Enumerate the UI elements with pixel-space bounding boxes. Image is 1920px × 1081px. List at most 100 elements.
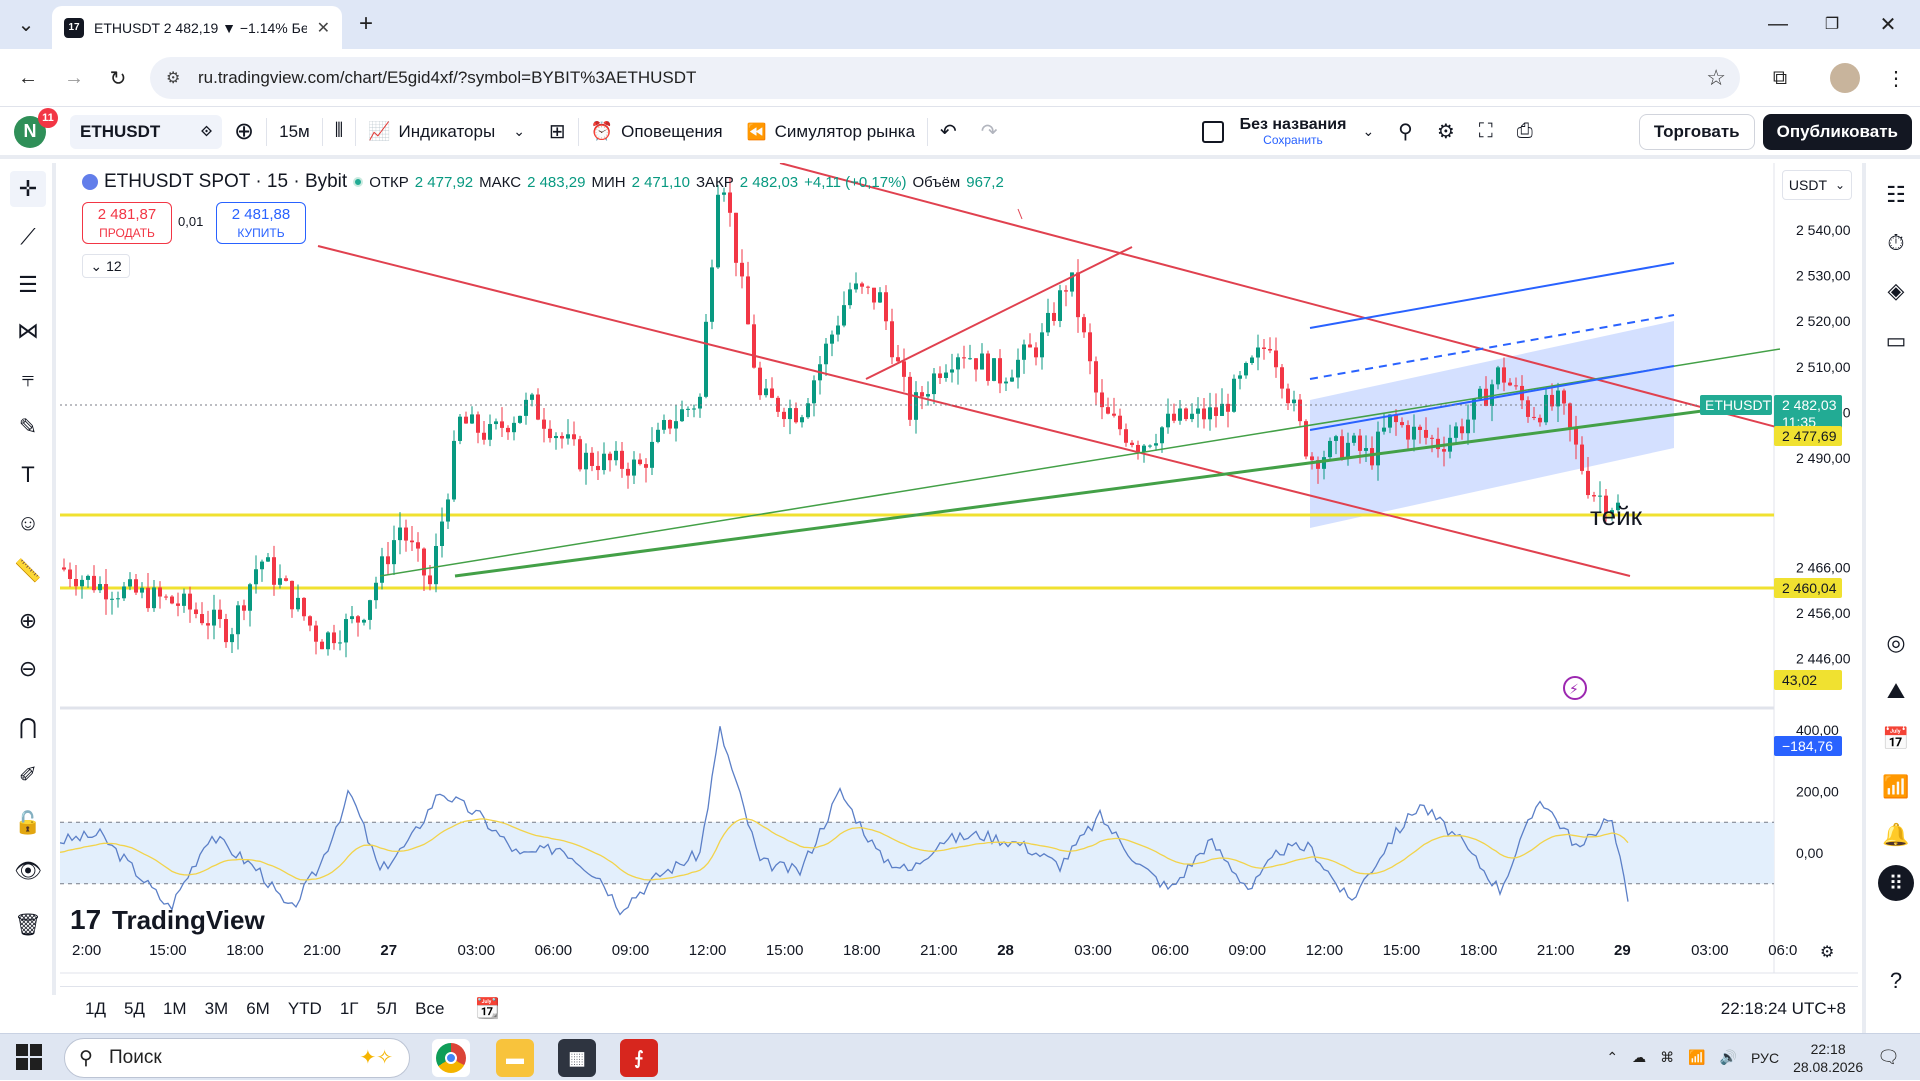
chevron-down-icon[interactable]: ⌄ [513, 123, 525, 139]
replay-button[interactable]: ⏪ Симулятор рынка [735, 112, 927, 152]
undo-icon[interactable]: ↶ [940, 121, 957, 143]
chevron-down-icon[interactable]: ⌄ [1362, 123, 1375, 139]
broadcast-icon[interactable]: 📶 [1882, 774, 1910, 799]
taskbar-search[interactable]: ⚲ Поиск ✦✧ [64, 1038, 410, 1078]
layout-name-button[interactable]: Без названия Сохранить ⌄ [1190, 112, 1387, 152]
timezone-clock[interactable]: 22:18:24 UTC+8 [1720, 998, 1846, 1018]
publish-button[interactable]: Опубликовать [1762, 113, 1912, 150]
url-field[interactable]: ⚙ ru.tradingview.com/chart/E5gid4xf/?sym… [150, 57, 1740, 99]
buy-button[interactable]: 2 481,88 КУПИТЬ [216, 202, 306, 244]
browser-menu-icon[interactable]: ⋮ [1886, 67, 1906, 90]
language-indicator[interactable]: РУС [1751, 1049, 1780, 1066]
alerts-clock-icon[interactable]: ⏱ [1887, 230, 1905, 255]
range-5d[interactable]: 5Д [123, 998, 145, 1018]
layout-save[interactable]: Сохранить [1263, 132, 1323, 147]
forward-arrow-icon[interactable]: → [64, 66, 84, 89]
quick-search-icon[interactable]: ⚲ [1398, 121, 1413, 143]
file-explorer-icon[interactable]: ▬ [496, 1039, 534, 1077]
chrome-icon[interactable] [432, 1039, 470, 1077]
lock-icon[interactable]: 🔓 [14, 810, 42, 835]
prediction-icon[interactable]: ⫧ [21, 366, 35, 391]
legend-title[interactable]: ETHUSDT SPOT · 15 · Bybit [104, 171, 348, 192]
fib-lines-icon[interactable]: ☰ [18, 272, 38, 297]
candle-body [152, 587, 156, 609]
stay-drawing-icon[interactable]: ✐ [18, 762, 38, 787]
redo-icon[interactable]: ↷ [980, 121, 998, 143]
trade-button[interactable]: Торговать [1638, 113, 1755, 150]
trash-icon[interactable]: 🗑 [14, 912, 42, 937]
onedrive-cloud-icon[interactable]: ☁ [1632, 1049, 1647, 1065]
range-1y[interactable]: 1Г [339, 998, 359, 1018]
user-avatar[interactable]: N 11 [14, 107, 58, 148]
meet-icon[interactable]: ⌘ [1660, 1049, 1675, 1065]
reload-icon[interactable]: ↻ [109, 67, 127, 90]
range-3m[interactable]: 3М [204, 998, 229, 1018]
range-1d[interactable]: 1Д [85, 998, 106, 1018]
interval-button[interactable]: 15м [267, 112, 322, 152]
alerts-button[interactable]: ⏰ Оповещения [579, 112, 735, 152]
taskbar-clock[interactable]: 22:18 28.08.2026 [1793, 1040, 1863, 1076]
browser-tab[interactable]: 17 ETHUSDT 2 482,19 ▼ −1.14% Бе ✕ [52, 6, 342, 49]
pine-icon[interactable]: ⛰ [1886, 678, 1906, 703]
snapshot-camera-icon[interactable]: ⎙ [1516, 120, 1533, 142]
pattern-icon[interactable]: ⋈ [17, 318, 39, 343]
pdf-reader-icon[interactable]: ⨍ [620, 1039, 658, 1077]
chart-canvas[interactable]: 2 540,002 530,002 520,002 510,002 500,00… [60, 163, 1858, 995]
brush-icon[interactable]: ✎ [18, 414, 38, 439]
volume-icon[interactable]: 🔊 [1719, 1049, 1738, 1065]
goto-date-calendar-icon[interactable]: 📆 [475, 998, 501, 1020]
ruler-icon[interactable]: 📏 [14, 558, 42, 583]
emoji-icon[interactable]: ☺ [16, 510, 40, 535]
wifi-icon[interactable]: 📶 [1688, 1049, 1706, 1065]
zoom-in-icon[interactable]: ⊕ [18, 608, 38, 633]
products-grid-icon[interactable]: ⠿ [1878, 865, 1914, 901]
tab-list-chevron-icon[interactable]: ⌄ [17, 13, 35, 36]
compare-icon[interactable]: ⟐ [200, 123, 212, 139]
add-symbol-icon[interactable]: ⊕ [234, 118, 255, 145]
object-tree-layers-icon[interactable]: ◈ [1887, 278, 1905, 303]
chart-pane[interactable]: 2 540,002 530,002 520,002 510,002 500,00… [60, 163, 1858, 995]
zoom-out-icon[interactable]: ⊖ [18, 656, 38, 681]
new-tab-icon[interactable]: + [358, 10, 373, 37]
bookmark-star-icon[interactable]: ☆ [1706, 65, 1726, 90]
site-info-icon[interactable]: ⚙ [166, 70, 181, 87]
hide-drawings-eye-icon[interactable]: 👁 [14, 858, 42, 883]
range-1m[interactable]: 1М [162, 998, 187, 1018]
trend-line-icon[interactable]: ⟋ [20, 224, 36, 249]
text-tool-icon[interactable]: T [21, 462, 35, 487]
close-window-icon[interactable]: ✕ [1879, 13, 1897, 36]
windows-start-icon[interactable] [16, 1044, 42, 1070]
indicators-collapse-button[interactable]: ⌄ 12 [82, 254, 130, 278]
sell-button[interactable]: 2 481,87 ПРОДАТЬ [82, 202, 172, 244]
range-5y[interactable]: 5Л [376, 998, 398, 1018]
screener-target-icon[interactable]: ◎ [1886, 630, 1906, 655]
currency-select[interactable]: USDT ⌄ [1782, 170, 1852, 200]
range-ytd[interactable]: YTD [287, 998, 322, 1018]
minimize-icon[interactable]: — [1768, 12, 1788, 35]
help-icon[interactable]: ? [1889, 968, 1903, 993]
avatar-letter: N [23, 121, 37, 141]
range-6m[interactable]: 6М [246, 998, 270, 1018]
chart-type-candles-icon[interactable]: ⫴ [334, 120, 344, 142]
symbol-search[interactable]: ETHUSDT ⟐ [70, 114, 222, 149]
indicators-button[interactable]: 📈 Индикаторы ⌄ [356, 112, 537, 152]
settings-gear-icon[interactable]: ⚙ [1436, 121, 1455, 143]
notifications-icon[interactable]: 🗨 [1877, 1047, 1900, 1067]
watchlist-icon[interactable]: ☷ [1886, 182, 1906, 207]
calendar-icon[interactable]: 📅 [1882, 726, 1910, 751]
tray-chevron-up-icon[interactable]: ⌃ [1606, 1049, 1619, 1065]
green-trend-thick [454, 404, 1741, 578]
extensions-icon[interactable]: ⧉ [1772, 66, 1788, 89]
magnet-icon[interactable]: ⋂ [18, 714, 38, 739]
close-tab-icon[interactable]: ✕ [316, 19, 330, 37]
notifications-bell-icon[interactable]: 🔔 [1882, 822, 1910, 847]
profile-avatar[interactable] [1830, 63, 1860, 93]
back-arrow-icon[interactable]: ← [18, 66, 38, 89]
range-all[interactable]: Все [415, 998, 445, 1018]
calculator-icon[interactable]: ▦ [558, 1039, 596, 1077]
layouts-grid-icon[interactable]: ⊞ [548, 121, 566, 143]
crosshair-icon[interactable]: ✛ [10, 171, 46, 207]
fullscreen-icon[interactable]: ⛶ [1478, 120, 1493, 142]
chat-icon[interactable]: ▭ [1885, 328, 1907, 353]
restore-icon[interactable]: ❐ [1824, 16, 1840, 33]
